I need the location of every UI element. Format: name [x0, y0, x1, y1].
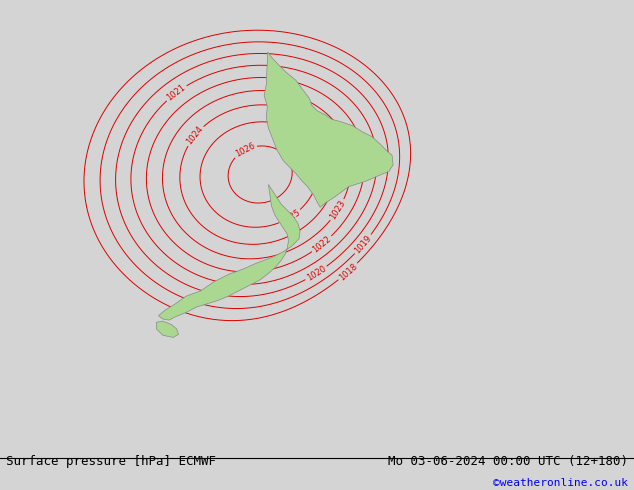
Text: Surface pressure [hPa] ECMWF: Surface pressure [hPa] ECMWF [6, 455, 216, 468]
Text: 1019: 1019 [353, 233, 373, 255]
Polygon shape [157, 321, 179, 338]
Text: 1024: 1024 [185, 124, 205, 147]
Text: 1023: 1023 [328, 198, 347, 221]
Text: 1022: 1022 [311, 234, 333, 254]
Polygon shape [158, 184, 300, 320]
Text: 1018: 1018 [337, 261, 359, 282]
Text: 1021: 1021 [165, 83, 188, 103]
Text: 1026: 1026 [233, 141, 257, 159]
Text: 1025: 1025 [279, 208, 302, 226]
Text: 1020: 1020 [305, 264, 328, 283]
Polygon shape [264, 52, 393, 207]
Text: Mo 03-06-2024 00:00 UTC (12+180): Mo 03-06-2024 00:00 UTC (12+180) [387, 455, 628, 468]
Text: ©weatheronline.co.uk: ©weatheronline.co.uk [493, 478, 628, 488]
